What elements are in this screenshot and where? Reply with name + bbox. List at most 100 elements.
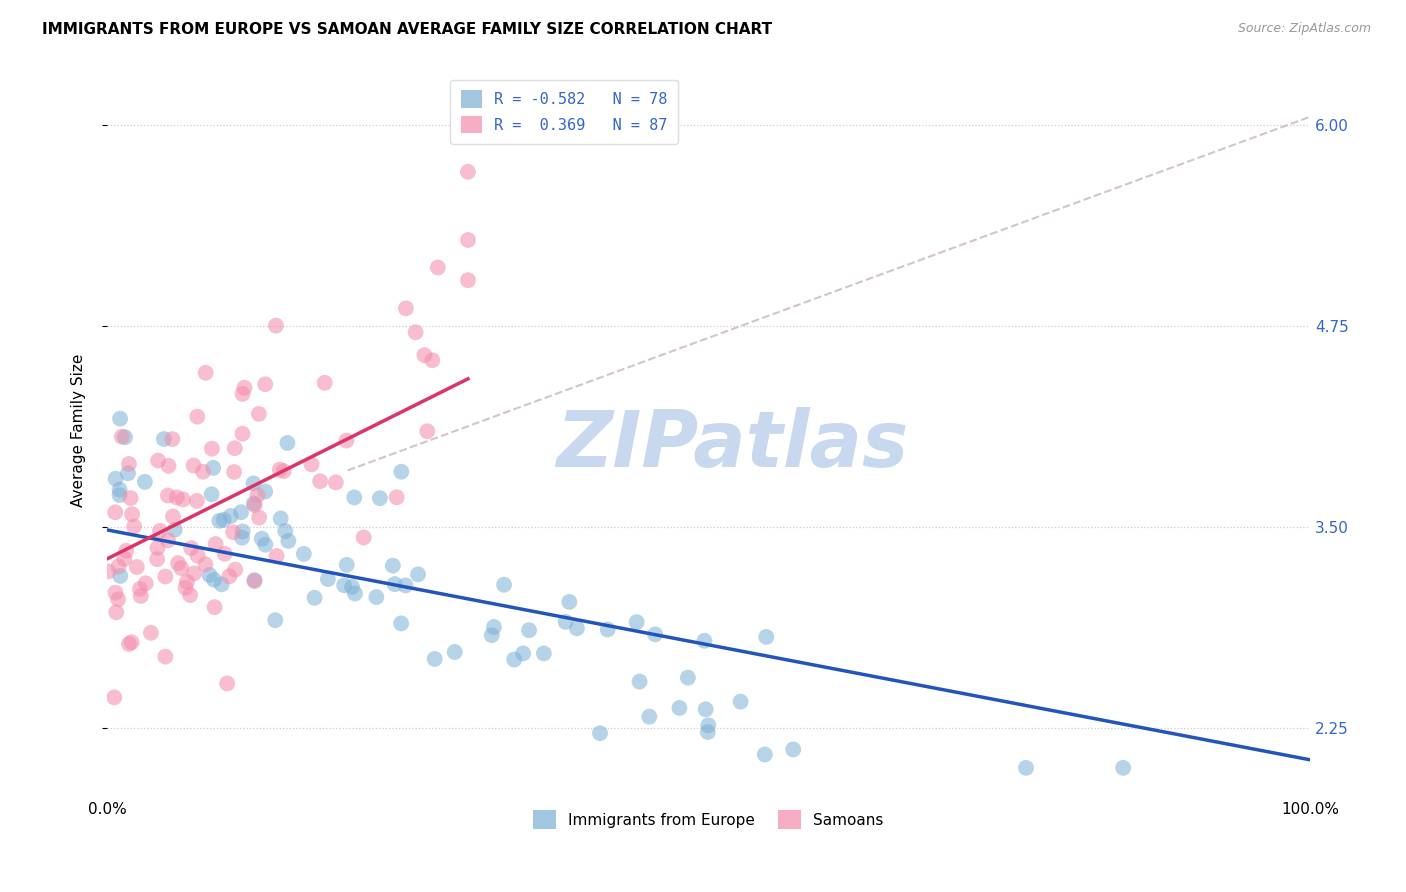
- Point: [343, 586, 366, 600]
- Point: [457, 273, 479, 287]
- Text: IMMIGRANTS FROM EUROPE VS SAMOAN AVERAGE FAMILY SIZE CORRELATION CHART: IMMIGRANTS FROM EUROPE VS SAMOAN AVERAGE…: [42, 22, 772, 37]
- Point: [368, 491, 391, 506]
- Point: [115, 543, 138, 558]
- Point: [243, 496, 266, 510]
- Point: [183, 566, 205, 581]
- Point: [696, 725, 718, 739]
- Point: [202, 573, 225, 587]
- Point: [1112, 761, 1135, 775]
- Point: [232, 426, 254, 441]
- Point: [340, 580, 363, 594]
- Point: [384, 577, 406, 591]
- Point: [183, 458, 205, 473]
- Point: [179, 588, 201, 602]
- Point: [381, 558, 404, 573]
- Point: [211, 577, 233, 591]
- Point: [695, 702, 717, 716]
- Point: [121, 635, 143, 649]
- Point: [406, 567, 429, 582]
- Point: [146, 552, 169, 566]
- Text: ZIPatlas: ZIPatlas: [557, 407, 908, 483]
- Point: [104, 505, 127, 519]
- Point: [482, 620, 505, 634]
- Point: [1015, 761, 1038, 775]
- Point: [222, 465, 245, 479]
- Point: [247, 407, 270, 421]
- Point: [231, 387, 253, 401]
- Point: [242, 476, 264, 491]
- Point: [366, 590, 388, 604]
- Point: [125, 560, 148, 574]
- Point: [157, 458, 180, 473]
- Point: [104, 585, 127, 599]
- Point: [139, 625, 162, 640]
- Point: [229, 505, 252, 519]
- Point: [457, 165, 479, 179]
- Point: [644, 627, 666, 641]
- Point: [266, 549, 288, 563]
- Point: [162, 432, 184, 446]
- Point: [668, 701, 690, 715]
- Point: [395, 301, 418, 316]
- Point: [426, 260, 449, 275]
- Point: [155, 569, 177, 583]
- Point: [243, 498, 266, 512]
- Point: [201, 487, 224, 501]
- Point: [325, 475, 347, 490]
- Point: [336, 558, 359, 572]
- Point: [121, 507, 143, 521]
- Point: [198, 567, 221, 582]
- Point: [114, 551, 136, 566]
- Point: [97, 564, 120, 578]
- Point: [353, 531, 375, 545]
- Point: [224, 563, 246, 577]
- Point: [494, 578, 516, 592]
- Point: [443, 645, 465, 659]
- Point: [394, 578, 416, 592]
- Point: [628, 674, 651, 689]
- Point: [405, 325, 427, 339]
- Point: [309, 474, 332, 488]
- Point: [638, 709, 661, 723]
- Point: [114, 430, 136, 444]
- Point: [333, 578, 356, 592]
- Point: [186, 409, 208, 424]
- Text: Source: ZipAtlas.com: Source: ZipAtlas.com: [1237, 22, 1371, 36]
- Point: [156, 489, 179, 503]
- Point: [558, 595, 581, 609]
- Point: [214, 547, 236, 561]
- Point: [105, 605, 128, 619]
- Point: [232, 524, 254, 539]
- Point: [246, 488, 269, 502]
- Point: [626, 615, 648, 630]
- Point: [186, 494, 208, 508]
- Point: [118, 457, 141, 471]
- Point: [222, 525, 245, 540]
- Point: [389, 616, 412, 631]
- Point: [155, 649, 177, 664]
- Point: [416, 424, 439, 438]
- Point: [231, 531, 253, 545]
- Point: [170, 561, 193, 575]
- Point: [233, 381, 256, 395]
- Point: [481, 628, 503, 642]
- Point: [754, 747, 776, 762]
- Point: [304, 591, 326, 605]
- Point: [343, 491, 366, 505]
- Point: [129, 589, 152, 603]
- Point: [264, 318, 287, 333]
- Point: [224, 441, 246, 455]
- Point: [108, 411, 131, 425]
- Point: [162, 509, 184, 524]
- Point: [174, 581, 197, 595]
- Point: [457, 233, 479, 247]
- Point: [217, 676, 239, 690]
- Point: [292, 547, 315, 561]
- Point: [755, 630, 778, 644]
- Point: [172, 492, 194, 507]
- Point: [250, 532, 273, 546]
- Legend: Immigrants from Europe, Samoans: Immigrants from Europe, Samoans: [527, 804, 890, 835]
- Point: [254, 484, 277, 499]
- Point: [187, 549, 209, 563]
- Point: [204, 537, 226, 551]
